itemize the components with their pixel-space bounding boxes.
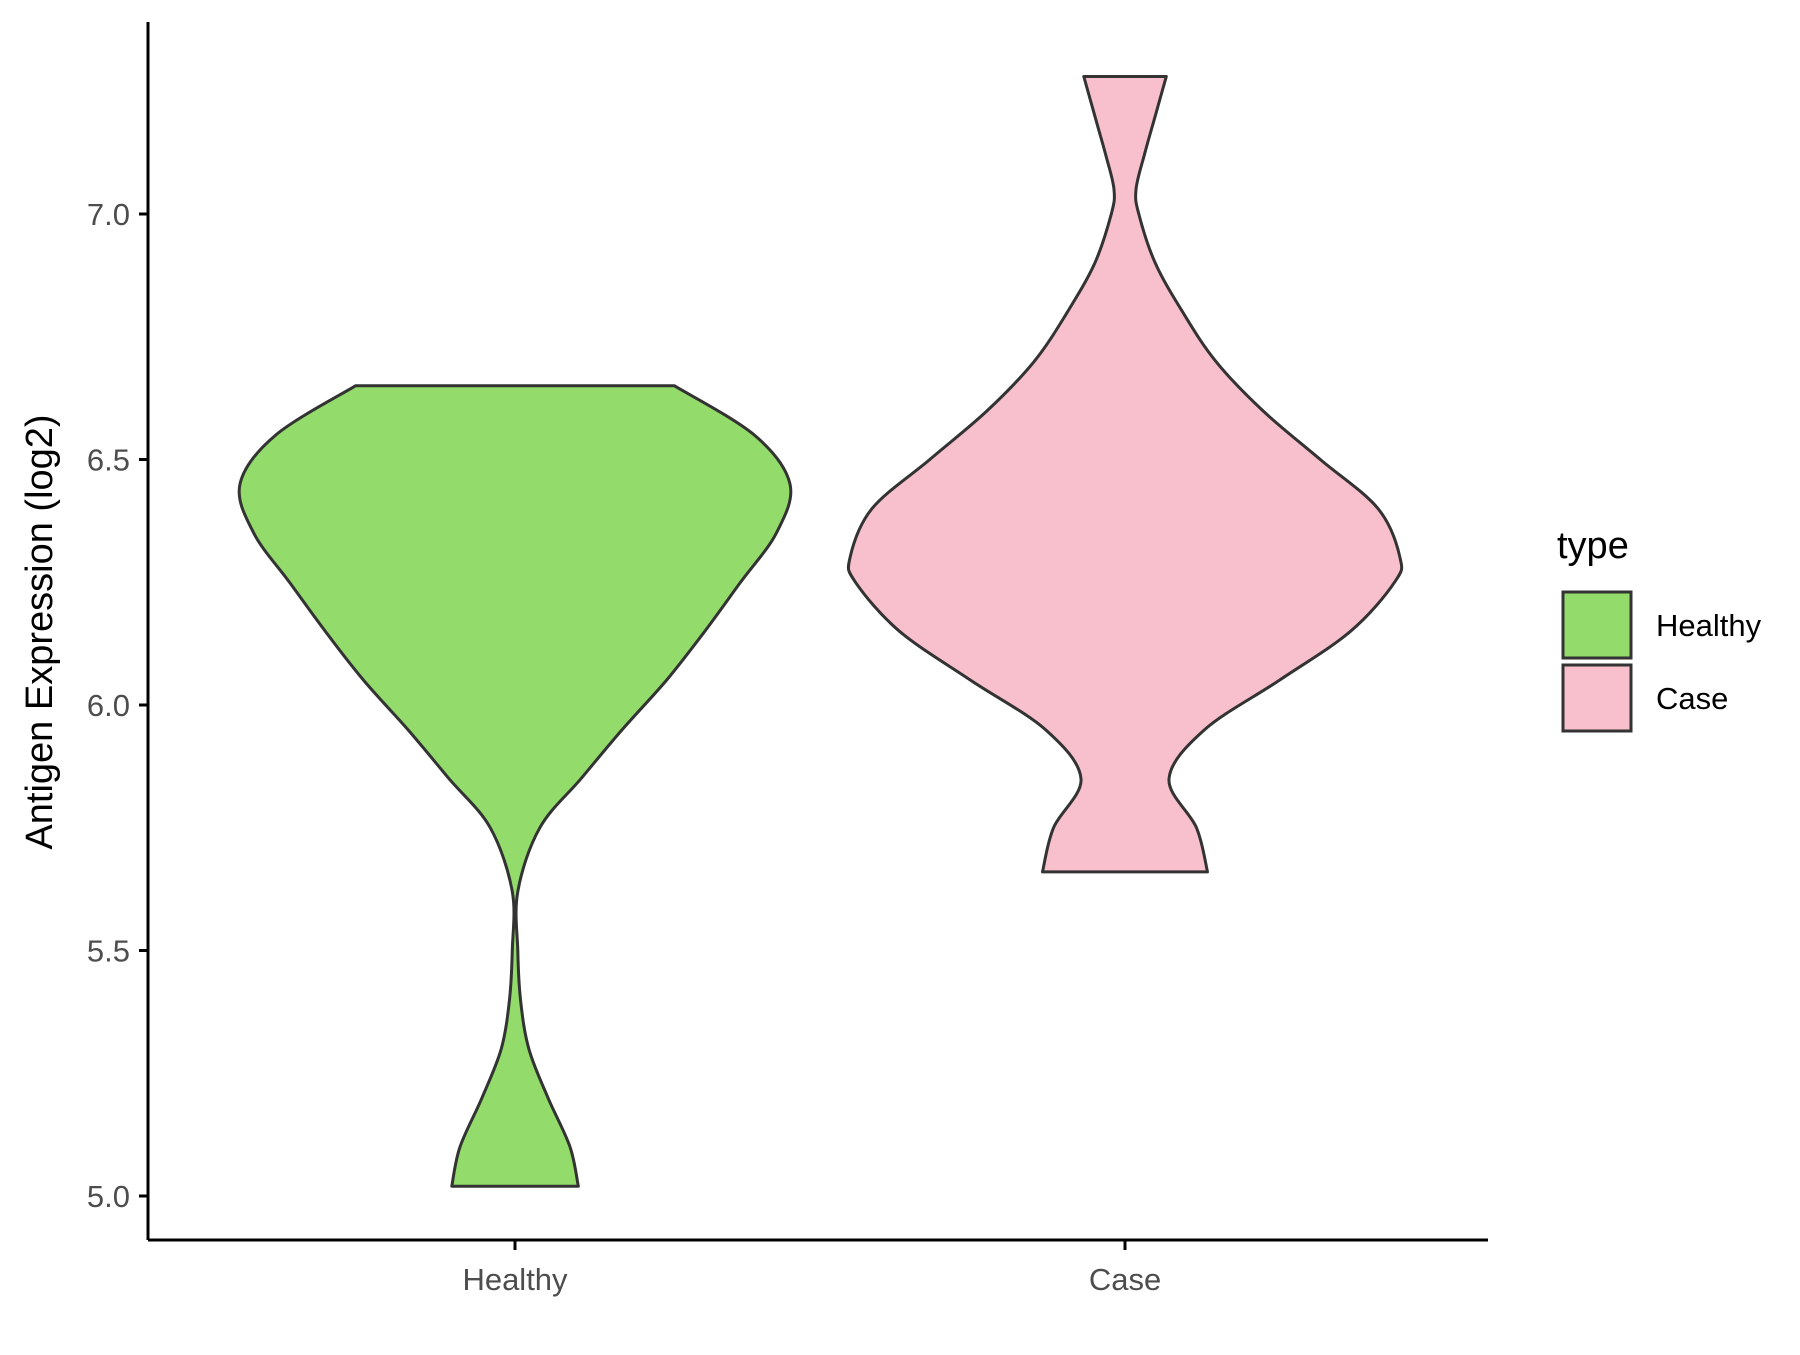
x-ticks-group: Healthy Case bbox=[462, 1240, 1161, 1297]
y-tick-label: 7.0 bbox=[87, 197, 130, 232]
legend-title: type bbox=[1557, 525, 1629, 567]
legend-label-healthy: Healthy bbox=[1656, 608, 1762, 643]
y-tick-label: 5.5 bbox=[87, 934, 130, 969]
y-ticks-group: 5.0 5.5 6.0 6.5 7.0 bbox=[87, 197, 148, 1214]
x-tick-label: Healthy bbox=[462, 1262, 568, 1297]
legend: type Healthy Case bbox=[1557, 525, 1762, 733]
violin-case bbox=[846, 75, 1404, 874]
y-axis-title: Antigen Expression (log2) bbox=[19, 414, 61, 849]
legend-key-case bbox=[1561, 663, 1633, 733]
axes-group bbox=[146, 22, 1488, 1242]
y-tick-label: 6.0 bbox=[87, 688, 130, 723]
legend-key-healthy bbox=[1561, 590, 1633, 660]
violins-group bbox=[237, 75, 1404, 1188]
legend-label-case: Case bbox=[1656, 681, 1728, 716]
y-tick-label: 5.0 bbox=[87, 1179, 130, 1214]
violin-healthy bbox=[237, 384, 793, 1188]
x-tick-label: Case bbox=[1089, 1262, 1161, 1297]
y-tick-label: 6.5 bbox=[87, 443, 130, 478]
